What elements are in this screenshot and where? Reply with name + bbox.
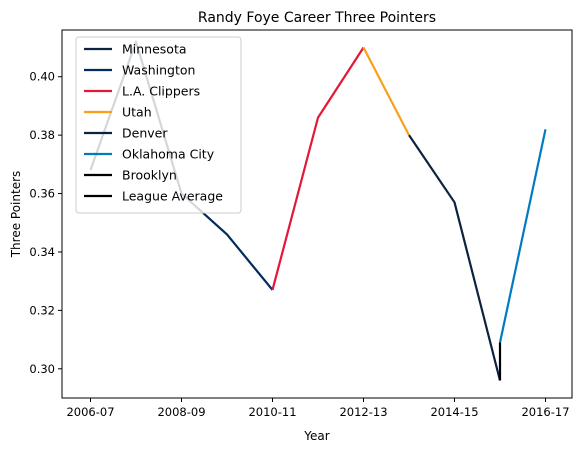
legend-label: Denver [122,126,168,141]
y-tick-label: 0.38 [29,128,55,142]
series-line-5 [498,129,547,343]
x-tick-label: 2016-17 [521,405,569,419]
legend-label: League Average [122,189,223,204]
plot-frame [61,29,573,399]
series-line-2 [271,46,365,291]
legend-label: Minnesota [122,42,187,57]
chart-title: Randy Foye Career Three Pointers [198,10,436,26]
x-tick-label: 2010-11 [248,405,296,419]
y-tick-label: 0.30 [29,362,55,376]
x-tick-label: 2014-15 [430,405,478,419]
y-tick-label: 0.34 [29,245,55,259]
y-tick-label: 0.36 [29,187,55,201]
y-tick-label: 0.32 [29,303,55,317]
x-tick-label: 2012-13 [339,405,387,419]
x-axis-label: Year [303,429,329,443]
legend-label: Oklahoma City [122,147,215,162]
legend-label: Washington [122,63,195,78]
series-line-4 [408,134,502,381]
y-tick-label: 0.40 [29,70,55,84]
legend-label: Utah [122,105,152,120]
x-tick-label: 2008-09 [157,405,205,419]
legend: Minnesota Washington L.A. Clippers Utah Denv… [75,36,242,214]
legend-label: Brooklyn [122,168,177,183]
x-axis: 2006-07 2008-09 2010-11 2012-13 2014-15 2016-… [66,398,570,419]
legend-label: L.A. Clippers [122,84,200,99]
series-line-3 [362,47,410,136]
y-axis-label: Three Pointers [9,171,23,259]
x-tick-label: 2006-07 [66,405,114,419]
y-axis: 0.30 0.32 0.34 0.36 0.38 0.40 [29,70,62,376]
legend-box [75,36,242,214]
